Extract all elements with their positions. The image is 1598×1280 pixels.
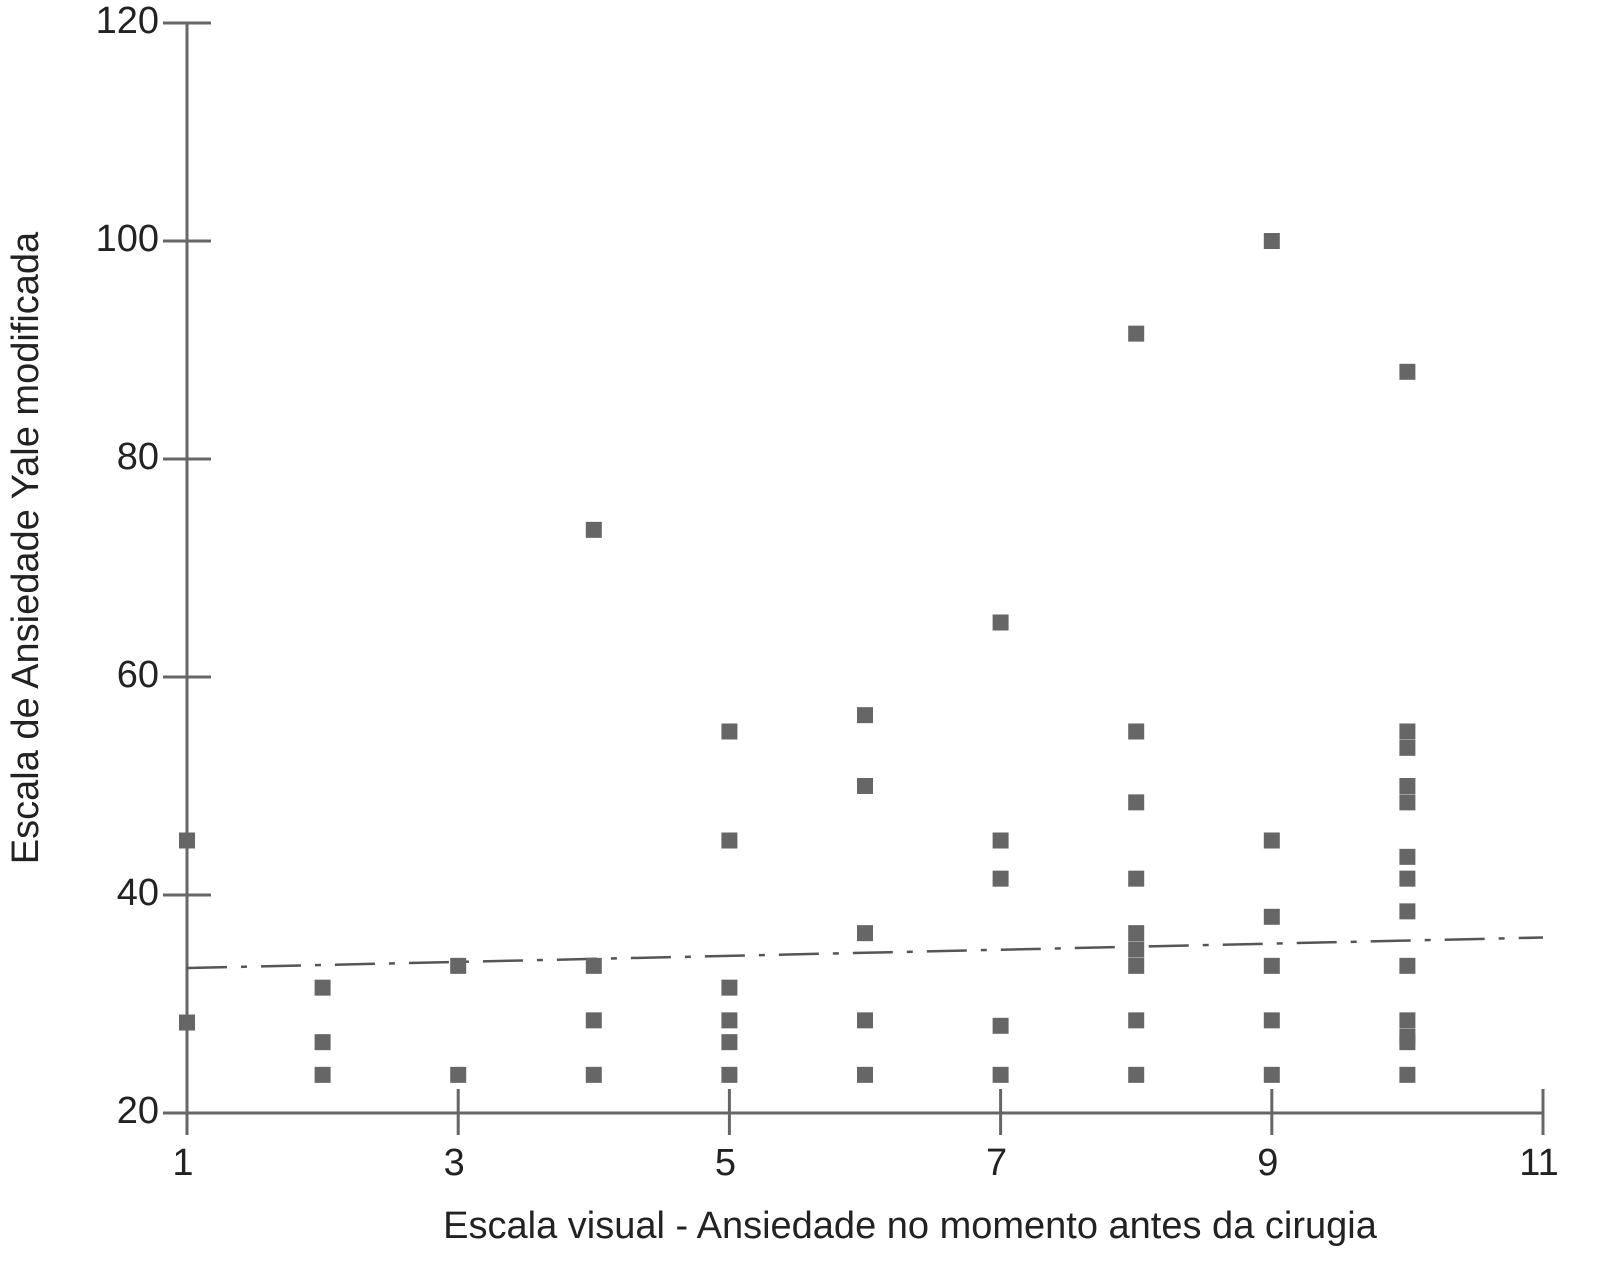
y-tick-label: 40	[117, 872, 159, 914]
point	[585, 1012, 602, 1029]
point	[857, 707, 873, 724]
point	[585, 957, 602, 974]
point	[1399, 848, 1416, 865]
point	[450, 957, 467, 974]
point	[1263, 1012, 1280, 1029]
point	[1263, 832, 1280, 849]
point	[179, 832, 195, 849]
y-tick-label: 100	[96, 218, 159, 260]
point	[721, 1012, 738, 1029]
y-tick-label: 20	[117, 1090, 159, 1132]
y-tick-label: 120	[96, 0, 159, 42]
point	[1128, 794, 1145, 811]
x-tick-label: 1	[172, 1142, 193, 1184]
x-tick-label: 11	[1519, 1142, 1558, 1184]
point	[314, 979, 331, 996]
point	[1399, 1034, 1416, 1051]
point	[1399, 794, 1416, 811]
point	[1263, 1066, 1280, 1083]
point	[179, 1014, 195, 1031]
point	[857, 925, 873, 942]
point	[314, 1066, 331, 1083]
point	[721, 1034, 738, 1051]
x-tick-label: 3	[444, 1142, 465, 1184]
x-tick-label: 9	[1257, 1142, 1278, 1184]
point	[857, 1066, 873, 1083]
point	[1399, 723, 1416, 740]
point	[992, 1066, 1009, 1083]
point	[1128, 1066, 1145, 1083]
point	[1263, 908, 1280, 925]
point	[1128, 1012, 1145, 1029]
point	[857, 1012, 873, 1029]
point	[585, 1066, 602, 1083]
point	[1263, 233, 1280, 249]
point	[857, 778, 873, 794]
point	[1128, 925, 1145, 942]
point	[1128, 941, 1145, 958]
x-tick-label: 5	[715, 1142, 736, 1184]
point	[1399, 903, 1416, 920]
y-tick-label: 80	[117, 436, 159, 478]
point	[992, 832, 1009, 849]
point	[992, 614, 1009, 631]
point	[1399, 363, 1416, 380]
point	[1263, 957, 1280, 974]
point	[721, 723, 738, 740]
trend-line	[186, 936, 1544, 970]
point	[1128, 870, 1145, 887]
point	[314, 1034, 331, 1051]
point	[721, 1066, 738, 1083]
point	[450, 1066, 467, 1083]
point	[1128, 957, 1145, 974]
point	[721, 979, 738, 996]
point	[992, 870, 1009, 887]
y-axis-label: Escala de Ansiedade Yale modificada	[5, 231, 47, 864]
point	[1399, 1066, 1416, 1083]
point	[1399, 957, 1416, 974]
point	[992, 1017, 1009, 1034]
point	[721, 832, 738, 849]
y-tick-label: 60	[117, 654, 159, 696]
x-tick-label: 7	[986, 1142, 1007, 1184]
x-axis-label: Escala visual - Ansiedade no momento ant…	[443, 1205, 1378, 1247]
point	[1399, 739, 1416, 756]
point	[1128, 325, 1145, 342]
point	[1399, 778, 1416, 794]
point	[585, 521, 602, 538]
point	[1399, 870, 1416, 887]
point	[1128, 723, 1145, 740]
point	[1399, 1012, 1416, 1029]
